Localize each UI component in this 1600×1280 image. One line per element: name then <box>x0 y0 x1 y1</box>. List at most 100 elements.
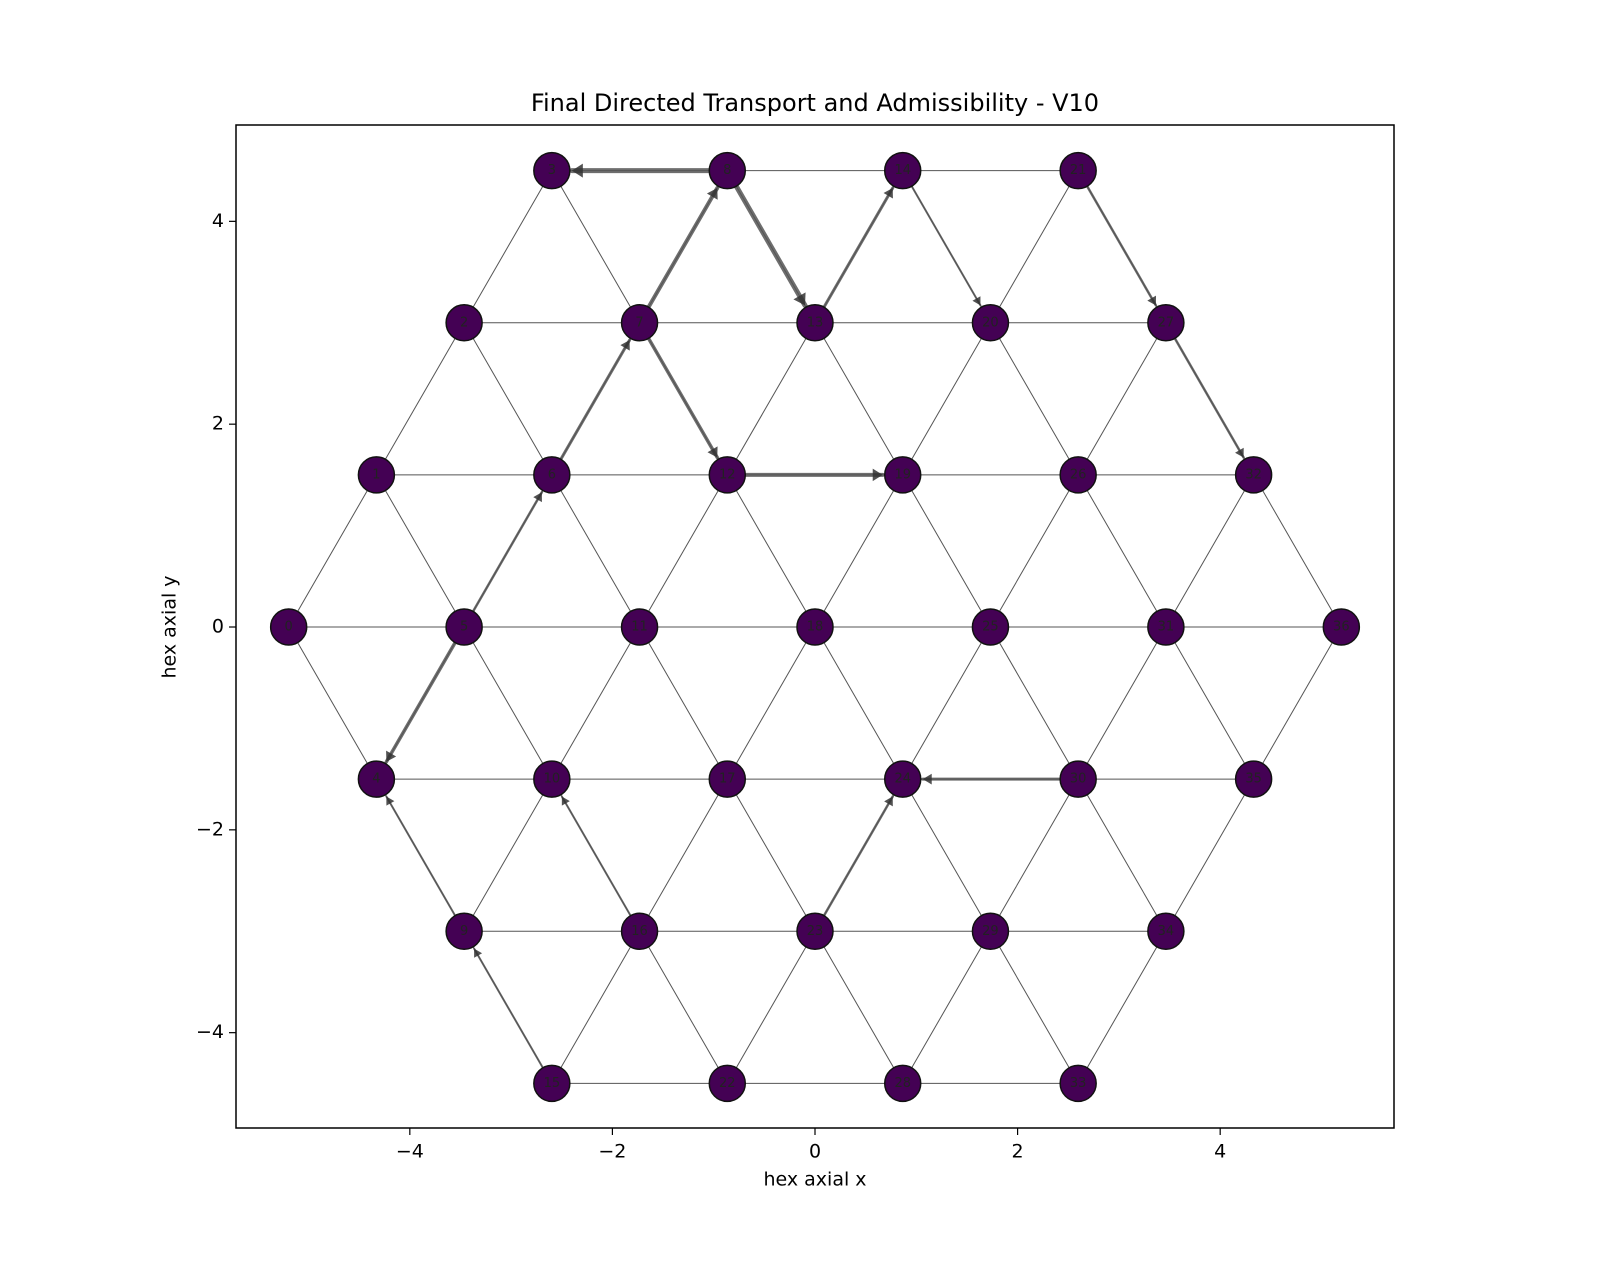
node <box>971 912 1010 951</box>
node <box>1059 151 1097 190</box>
flow <box>733 183 808 308</box>
flow <box>822 795 894 917</box>
node <box>533 760 571 798</box>
edge <box>814 626 904 780</box>
node-label: 18 <box>807 620 824 635</box>
node <box>1234 456 1273 494</box>
edge <box>726 626 816 780</box>
node <box>533 151 571 190</box>
flow <box>646 185 720 310</box>
flow-line <box>910 185 982 307</box>
edge <box>551 170 640 324</box>
node <box>1059 1064 1097 1103</box>
x-tick-label: 4 <box>1214 1141 1226 1163</box>
flow-arrowhead <box>793 292 806 306</box>
node-label: 29 <box>982 924 999 939</box>
node <box>708 151 747 190</box>
edge <box>990 778 1079 932</box>
node <box>971 304 1010 342</box>
y-axis-label: hex axial y <box>159 575 181 678</box>
flow <box>1173 337 1245 459</box>
edge <box>463 170 553 324</box>
flow-line <box>385 795 457 917</box>
node <box>533 1064 571 1103</box>
flow <box>822 186 895 309</box>
edge <box>990 626 1079 780</box>
flow-arrowhead <box>561 796 570 806</box>
edge <box>551 474 640 628</box>
flow-line <box>822 186 895 309</box>
node-label: 19 <box>894 467 911 482</box>
flow-arrowhead <box>533 492 542 503</box>
x-tick-label: −4 <box>396 1141 424 1163</box>
flow-arrowhead <box>571 163 583 178</box>
flow <box>921 773 1062 785</box>
node-label: 28 <box>894 1076 911 1091</box>
flow-arrowhead <box>386 750 397 762</box>
edge <box>990 170 1079 324</box>
edge <box>990 931 1079 1084</box>
node-label: 25 <box>982 620 999 635</box>
node <box>1059 456 1097 494</box>
chart-title: Final Directed Transport and Admissibili… <box>531 89 1099 117</box>
flow-line <box>384 640 457 764</box>
flow-line <box>560 795 632 917</box>
flow <box>385 795 457 917</box>
node-label: 27 <box>1158 315 1175 330</box>
flow <box>569 163 712 178</box>
flow-arrowhead <box>1147 295 1156 306</box>
node <box>269 608 308 646</box>
node <box>708 1064 747 1103</box>
node <box>883 151 922 190</box>
flow-arrowhead <box>972 296 981 306</box>
edge <box>639 931 728 1084</box>
flow <box>1085 184 1158 307</box>
node-label: 2 <box>460 315 468 330</box>
node <box>796 608 834 646</box>
node-label: 35 <box>1245 772 1262 787</box>
flow-arrowhead <box>922 773 932 785</box>
edge <box>288 474 377 628</box>
edge <box>1165 626 1255 780</box>
x-tick-label: 2 <box>1012 1141 1024 1163</box>
node <box>883 1064 922 1103</box>
node-label: 15 <box>544 1076 561 1091</box>
edge <box>1077 778 1167 932</box>
node <box>445 304 483 342</box>
node <box>620 304 659 342</box>
node-label: 6 <box>548 467 556 482</box>
flow-arrowhead <box>1235 447 1244 458</box>
flow-arrowhead <box>474 948 483 958</box>
node <box>708 760 747 798</box>
edge <box>1165 474 1255 628</box>
flow <box>559 338 632 461</box>
edge <box>551 626 640 780</box>
y-tick-label: −4 <box>196 1021 224 1043</box>
node <box>708 456 747 494</box>
flow-line <box>822 795 894 917</box>
node <box>971 608 1010 646</box>
x-tick-label: 0 <box>809 1141 821 1163</box>
flow <box>471 490 544 613</box>
flow-arrowhead <box>707 446 718 458</box>
edge <box>814 474 904 628</box>
node-label: 34 <box>1158 924 1175 939</box>
flow <box>473 947 544 1069</box>
node-label: 20 <box>982 315 999 330</box>
flow-line <box>1173 337 1245 459</box>
edge <box>814 322 904 476</box>
edge <box>726 778 816 932</box>
node-label: 24 <box>894 772 911 787</box>
edge <box>902 931 991 1084</box>
flow <box>646 336 720 460</box>
edge <box>463 778 553 932</box>
node-label: 33 <box>1070 1076 1087 1091</box>
node <box>620 912 659 951</box>
node-label: 23 <box>807 924 824 939</box>
flow <box>384 640 457 764</box>
node <box>445 608 483 646</box>
edge <box>814 931 904 1084</box>
node <box>1147 608 1185 646</box>
node <box>883 456 922 494</box>
edge <box>375 322 465 476</box>
